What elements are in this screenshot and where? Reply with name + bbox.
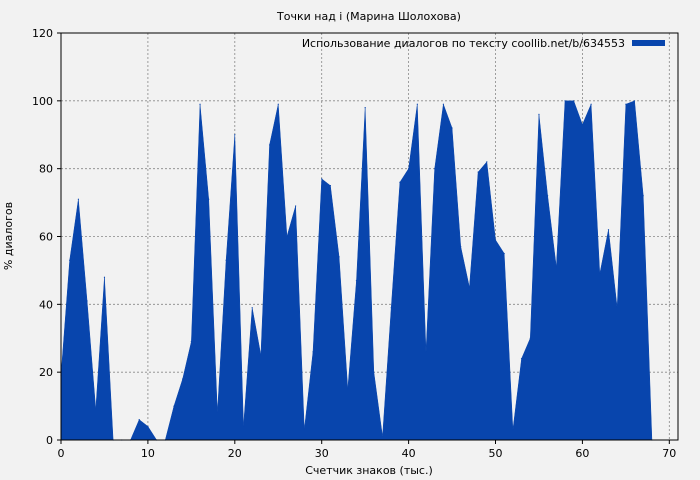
data-point bbox=[69, 259, 71, 261]
data-point bbox=[286, 235, 288, 238]
data-point bbox=[208, 198, 210, 200]
data-point bbox=[512, 429, 514, 431]
x-tick-label: 10 bbox=[141, 447, 155, 460]
y-axis: 0 20 40 60 80 100 120 bbox=[32, 27, 61, 447]
data-point bbox=[633, 100, 636, 102]
data-point bbox=[390, 307, 392, 309]
y-tick-label: 60 bbox=[39, 231, 53, 244]
y-tick-label: 40 bbox=[39, 298, 53, 311]
chart-title: Точки над i (Марина Шолохова) bbox=[276, 10, 461, 23]
data-point bbox=[251, 307, 253, 309]
data-point bbox=[182, 378, 184, 380]
x-tick-label: 70 bbox=[662, 447, 676, 460]
legend: Использование диалогов по тексту coollib… bbox=[302, 37, 665, 50]
x-axis-label: Счетчик знаков (тыс.) bbox=[305, 464, 433, 477]
data-point bbox=[434, 168, 436, 170]
data-point bbox=[190, 341, 192, 343]
data-point bbox=[494, 239, 497, 241]
data-point bbox=[329, 185, 331, 187]
y-tick-label: 120 bbox=[32, 27, 53, 40]
data-point bbox=[547, 195, 549, 197]
data-point bbox=[312, 351, 314, 353]
x-tick-label: 50 bbox=[489, 447, 503, 460]
data-point bbox=[216, 412, 219, 414]
y-tick-label: 100 bbox=[32, 95, 53, 108]
x-tick-label: 0 bbox=[58, 447, 65, 460]
data-point bbox=[355, 279, 358, 282]
data-point bbox=[399, 181, 401, 183]
x-tick-label: 60 bbox=[575, 447, 589, 460]
x-tick-label: 40 bbox=[402, 447, 416, 460]
data-point bbox=[529, 337, 531, 339]
data-point bbox=[460, 246, 462, 248]
data-point bbox=[477, 171, 479, 173]
data-point bbox=[607, 229, 610, 231]
x-tick-label: 20 bbox=[228, 447, 242, 460]
data-point bbox=[225, 259, 227, 261]
data-point bbox=[173, 405, 175, 407]
data-point bbox=[486, 161, 488, 163]
data-point bbox=[260, 354, 262, 356]
data-point bbox=[425, 351, 427, 353]
data-point bbox=[573, 100, 575, 102]
data-point bbox=[581, 123, 584, 126]
y-tick-label: 20 bbox=[39, 366, 53, 379]
data-point bbox=[451, 127, 453, 129]
data-point bbox=[590, 103, 592, 105]
data-point bbox=[242, 425, 245, 428]
x-axis: 0 10 20 30 40 50 60 70 bbox=[58, 440, 676, 460]
data-point bbox=[408, 168, 410, 170]
data-point bbox=[564, 100, 566, 102]
y-tick-label: 80 bbox=[39, 163, 53, 176]
y-tick-label: 0 bbox=[46, 434, 53, 447]
data-point bbox=[625, 103, 627, 105]
data-point bbox=[303, 429, 305, 431]
data-point bbox=[538, 113, 540, 115]
data-point bbox=[199, 103, 201, 105]
data-point bbox=[503, 252, 505, 255]
data-point bbox=[616, 307, 618, 309]
data-point bbox=[86, 300, 88, 302]
data-point bbox=[416, 103, 418, 105]
data-point bbox=[147, 425, 149, 428]
data-point bbox=[642, 195, 644, 197]
data-point bbox=[295, 205, 297, 207]
data-point bbox=[555, 266, 557, 268]
data-point bbox=[520, 358, 523, 360]
data-point bbox=[77, 198, 79, 200]
data-point bbox=[599, 273, 601, 275]
x-tick-label: 30 bbox=[315, 447, 329, 460]
data-point bbox=[95, 408, 97, 411]
data-point bbox=[338, 256, 340, 258]
data-point bbox=[364, 107, 366, 109]
data-point bbox=[138, 419, 140, 421]
data-point bbox=[103, 276, 106, 278]
legend-swatch bbox=[632, 40, 665, 46]
data-point bbox=[442, 103, 444, 105]
y-axis-label: % диалогов bbox=[2, 202, 15, 270]
data-point bbox=[234, 134, 236, 136]
data-point bbox=[373, 371, 375, 373]
data-point bbox=[321, 178, 323, 180]
series-area bbox=[60, 100, 653, 441]
data-point bbox=[468, 286, 471, 288]
legend-label: Использование диалогов по тексту coollib… bbox=[302, 37, 625, 50]
data-point bbox=[277, 103, 279, 105]
data-point bbox=[347, 388, 349, 390]
data-point bbox=[381, 436, 384, 438]
data-point bbox=[268, 144, 271, 146]
